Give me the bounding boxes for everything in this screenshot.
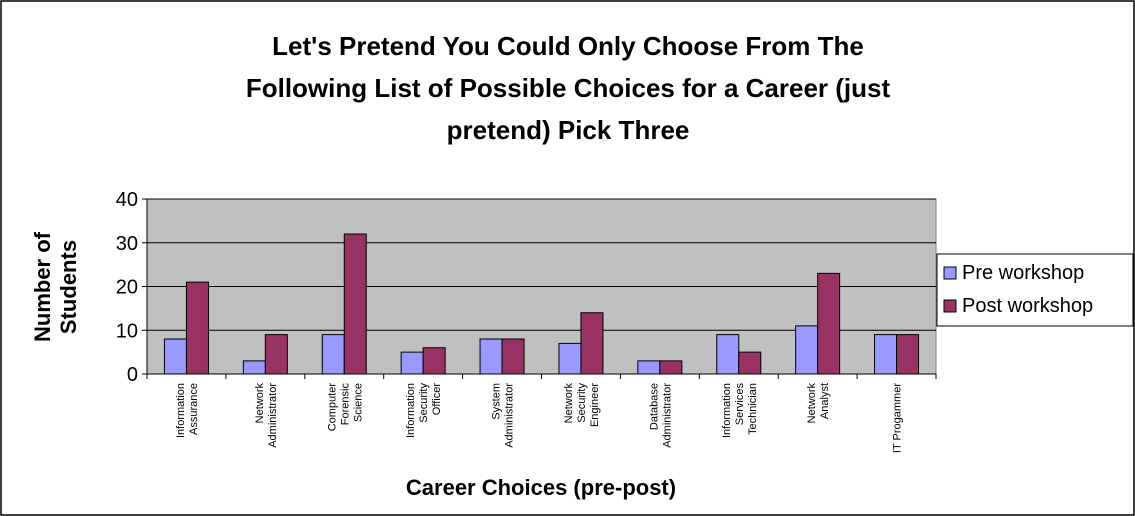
x-category-label-5: System Administrator (491, 383, 516, 448)
x-category-label-line: Science (352, 383, 364, 422)
chart-title: Let's Pretend You Could Only Choose From… (246, 31, 891, 145)
bar-pre-9 (795, 325, 819, 375)
x-category-label-line: Assurance (188, 383, 200, 435)
x-category-label-3: Computer Forensic Science (326, 383, 364, 432)
y-tick-label: 30 (116, 233, 138, 255)
bar-pre-10 (874, 334, 898, 375)
x-category-label-line: Information (721, 383, 733, 438)
bar-post-4 (422, 347, 446, 375)
x-category-label-line: Security (418, 383, 430, 423)
x-category-label-line: Analyst (819, 383, 831, 419)
y-axis-title-line-1: Number of (30, 231, 55, 342)
x-category-label-8: Information Services Technician (721, 383, 759, 439)
bar-pre-2 (242, 360, 266, 375)
y-tick-label: 40 (116, 189, 138, 211)
chart-title-line-1: Let's Pretend You Could Only Choose From… (272, 31, 864, 61)
y-tick-label: 0 (127, 364, 138, 386)
x-category-label-6: Network Security Engineer (563, 383, 601, 428)
bar-post-8 (738, 351, 762, 375)
chart-title-line-3: pretend) Pick Three (447, 115, 690, 145)
x-category-label-line: Administrator (504, 383, 516, 448)
bar-post-3 (343, 233, 367, 375)
bar-post-9 (817, 272, 841, 375)
x-category-label-line: Technician (747, 383, 759, 435)
legend-label-2: Post workshop (962, 295, 1093, 317)
x-category-label-line: Database (648, 383, 660, 430)
x-category-label-4: Information Security Officer (405, 383, 443, 439)
bar-pre-7 (637, 360, 661, 375)
chart-title-line-2: Following List of Possible Choices for a… (246, 73, 891, 103)
bar-pre-6 (558, 342, 582, 375)
x-category-label-line: Services (734, 383, 746, 426)
x-category-label-line: Information (175, 383, 187, 438)
x-category-label-line: Network (806, 383, 818, 424)
bar-post-1 (185, 281, 209, 375)
bar-post-6 (580, 312, 604, 375)
x-category-label-line: Forensic (339, 383, 351, 426)
bar-post-7 (659, 360, 683, 375)
bar-post-2 (264, 334, 288, 375)
x-category-label-7: Database Administrator (648, 383, 673, 448)
x-category-label-line: Information (405, 383, 417, 438)
bar-pre-4 (400, 351, 424, 375)
y-tick-label: 10 (116, 320, 138, 342)
legend-box (936, 253, 1134, 327)
y-axis-title-line-2: Students (56, 240, 81, 334)
x-category-label-line: Network (563, 383, 575, 424)
x-category-label-line: Officer (431, 383, 443, 416)
x-category-label-line: Administrator (267, 383, 279, 448)
x-category-label-2: Network Administrator (254, 383, 279, 448)
bar-post-5 (501, 338, 525, 375)
x-category-label-line: Security (576, 383, 588, 423)
bar-pre-5 (479, 338, 503, 375)
bar-pre-8 (716, 334, 740, 375)
x-category-label-10: IT Progammer (892, 383, 904, 453)
x-category-label-line: Engineer (589, 383, 601, 427)
bar-post-10 (896, 334, 920, 375)
legend-label-1: Pre workshop (962, 262, 1084, 284)
x-category-label-line: Administrator (661, 383, 673, 448)
x-category-label-line: Network (254, 383, 266, 424)
y-tick-label: 20 (116, 277, 138, 299)
y-axis-title: Number of Students (30, 231, 81, 342)
legend-swatch-2 (943, 299, 957, 313)
x-category-label-9: Network Analyst (806, 383, 831, 424)
x-category-label-line: System (491, 383, 503, 420)
bar-pre-1 (163, 338, 187, 375)
x-category-label-1: Information Assurance (175, 383, 200, 438)
bar-pre-3 (321, 334, 345, 375)
legend: Pre workshop Post workshop (936, 253, 1134, 327)
legend-swatch-1 (943, 266, 957, 280)
x-category-label-line: Computer (326, 383, 338, 432)
x-category-label-line: IT Progammer (892, 383, 904, 453)
x-axis-title: Career Choices (pre-post) (406, 475, 676, 500)
